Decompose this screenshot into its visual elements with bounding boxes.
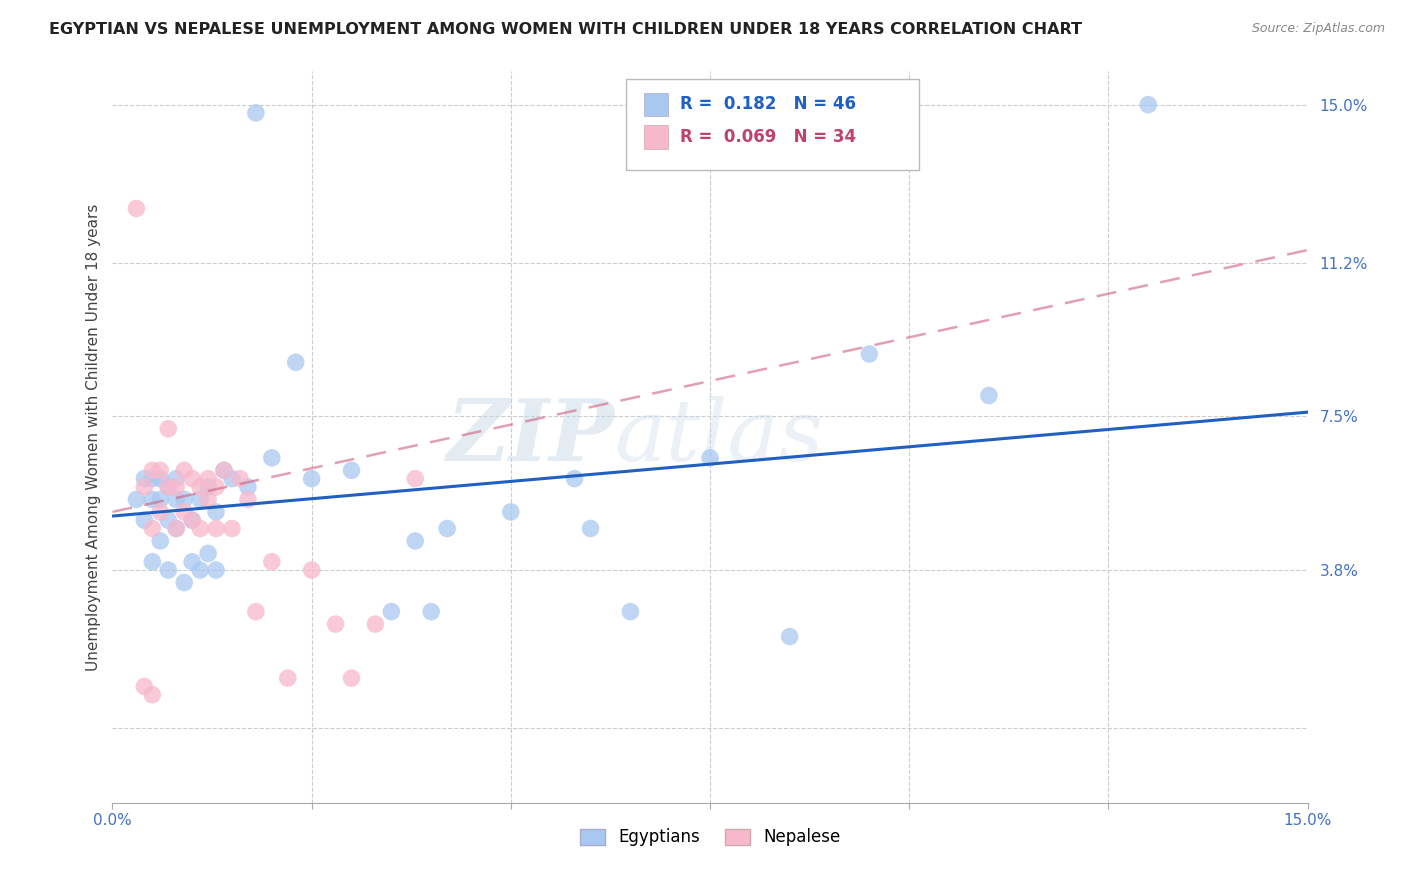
Point (779, 630, 801, 644)
Point (364, 617, 387, 632)
Point (188, 521, 211, 535)
Point (245, 106, 267, 120)
Point (141, 688, 163, 702)
Point (420, 605, 443, 619)
Point (325, 617, 347, 632)
Point (858, 347, 880, 361)
Point (205, 505, 228, 519)
Point (173, 492, 195, 507)
Point (157, 513, 180, 527)
Point (380, 605, 402, 619)
Point (188, 563, 211, 577)
Point (579, 521, 602, 535)
Point (149, 472, 172, 486)
Point (181, 555, 204, 569)
Point (277, 671, 299, 685)
Point (205, 480, 228, 494)
Point (149, 505, 172, 519)
Point (197, 492, 219, 507)
Point (165, 521, 187, 535)
Point (205, 521, 228, 535)
Text: EGYPTIAN VS NEPALESE UNEMPLOYMENT AMONG WOMEN WITH CHILDREN UNDER 18 YEARS CORRE: EGYPTIAN VS NEPALESE UNEMPLOYMENT AMONG … (49, 22, 1083, 37)
Point (977, 388, 1000, 402)
Text: Source: ZipAtlas.com: Source: ZipAtlas.com (1251, 22, 1385, 36)
Point (165, 521, 187, 535)
Point (197, 546, 219, 560)
Point (404, 472, 426, 486)
Point (141, 555, 163, 569)
Point (141, 472, 163, 486)
Point (197, 480, 219, 494)
Point (205, 563, 228, 577)
Legend: Egyptians, Nepalese: Egyptians, Nepalese (574, 822, 846, 853)
Point (301, 563, 323, 577)
Point (125, 492, 148, 507)
Point (236, 480, 259, 494)
Point (404, 533, 426, 548)
Point (260, 450, 283, 465)
Point (165, 472, 187, 486)
Point (236, 492, 259, 507)
Point (149, 463, 172, 477)
Point (260, 555, 283, 569)
Point (221, 521, 243, 535)
Point (499, 505, 522, 519)
Point (157, 422, 180, 436)
Text: R =  0.069   N = 34: R = 0.069 N = 34 (681, 128, 856, 146)
Point (436, 521, 458, 535)
Y-axis label: Unemployment Among Women with Children Under 18 years: Unemployment Among Women with Children U… (86, 203, 101, 671)
Text: ZIP: ZIP (447, 395, 614, 479)
Point (134, 472, 156, 486)
Point (134, 513, 156, 527)
Point (173, 463, 195, 477)
Point (699, 450, 721, 465)
Point (245, 605, 267, 619)
Point (149, 533, 172, 548)
Point (157, 480, 180, 494)
Point (181, 472, 204, 486)
Point (301, 472, 323, 486)
Point (157, 563, 180, 577)
Bar (644, 93, 668, 116)
Point (340, 463, 363, 477)
Point (149, 492, 172, 507)
Point (564, 472, 586, 486)
Point (181, 513, 204, 527)
Point (212, 463, 235, 477)
FancyBboxPatch shape (627, 78, 920, 170)
Point (141, 492, 163, 507)
Point (188, 492, 211, 507)
Point (284, 355, 307, 369)
Point (212, 463, 235, 477)
Point (340, 671, 363, 685)
Point (157, 480, 180, 494)
Point (165, 492, 187, 507)
Point (141, 463, 163, 477)
Point (165, 480, 187, 494)
Point (188, 480, 211, 494)
Text: atlas: atlas (614, 396, 824, 478)
Point (141, 521, 163, 535)
Point (197, 472, 219, 486)
Point (134, 680, 156, 694)
Point (173, 505, 195, 519)
Point (134, 480, 156, 494)
Text: R =  0.182   N = 46: R = 0.182 N = 46 (681, 95, 856, 113)
Point (229, 472, 252, 486)
Point (1137, 97, 1160, 112)
Point (173, 575, 195, 590)
Point (181, 513, 204, 527)
Point (125, 202, 148, 216)
Point (221, 472, 243, 486)
Point (619, 605, 641, 619)
Bar (644, 126, 668, 149)
